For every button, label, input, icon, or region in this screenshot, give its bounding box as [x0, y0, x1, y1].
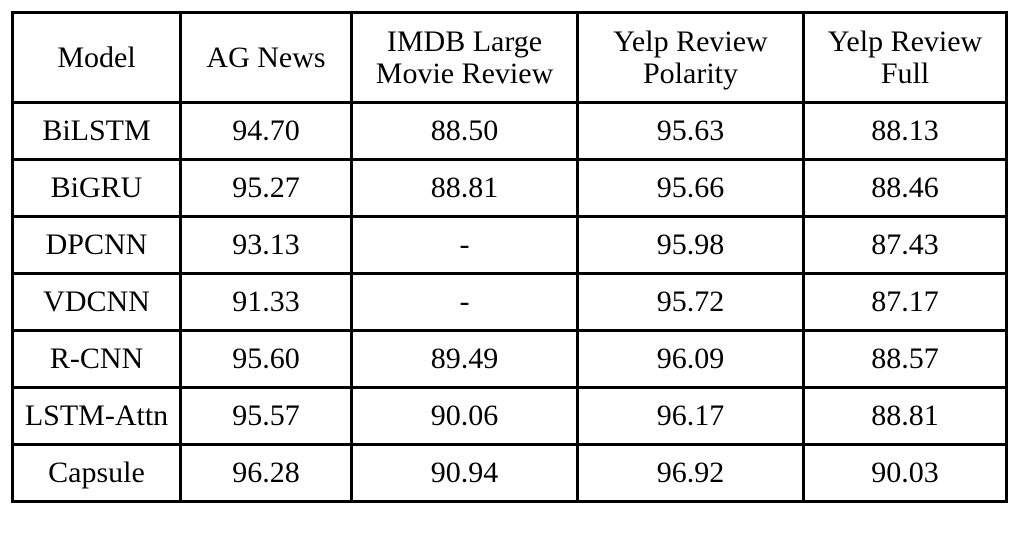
table-row: DPCNN 93.13 - 95.98 87.43: [11, 215, 1008, 275]
header-yelp-polarity-line2: Polarity: [643, 56, 738, 90]
cell-yelp-full: 87.43: [802, 215, 1008, 275]
cell-model: VDCNN: [11, 272, 182, 332]
cell-ag-news: 95.60: [179, 329, 353, 389]
cell-model: LSTM-Attn: [11, 386, 182, 446]
header-ag-news: AG News: [179, 11, 353, 104]
header-yelp-full-line2: Full: [880, 56, 930, 90]
cell-imdb: -: [350, 272, 579, 332]
cell-yelp-full: 87.17: [802, 272, 1008, 332]
table-row: R-CNN 95.60 89.49 96.09 88.57: [11, 329, 1008, 389]
cell-ag-news: 91.33: [179, 272, 353, 332]
cell-ag-news: 95.27: [179, 158, 353, 218]
cell-yelp-polarity: 95.63: [576, 101, 805, 161]
table-row: VDCNN 91.33 - 95.72 87.17: [11, 272, 1008, 332]
cell-ag-news: 94.70: [179, 101, 353, 161]
table-row: Capsule 96.28 90.94 96.92 90.03: [11, 443, 1008, 503]
results-table: Model AG News IMDB Large Movie Review Ye…: [11, 11, 1008, 503]
cell-imdb: 89.49: [350, 329, 579, 389]
cell-imdb: -: [350, 215, 579, 275]
cell-model: Capsule: [11, 443, 182, 503]
cell-ag-news: 95.57: [179, 386, 353, 446]
cell-model: R-CNN: [11, 329, 182, 389]
cell-yelp-full: 90.03: [802, 443, 1008, 503]
header-imdb-line1: IMDB Large: [386, 24, 543, 58]
table-row: BiGRU 95.27 88.81 95.66 88.46: [11, 158, 1008, 218]
header-yelp-polarity-line1: Yelp Review: [613, 24, 768, 58]
header-yelp-full-line1: Yelp Review: [827, 24, 983, 58]
cell-imdb: 88.81: [350, 158, 579, 218]
table-row: LSTM-Attn 95.57 90.06 96.17 88.81: [11, 386, 1008, 446]
cell-yelp-polarity: 95.66: [576, 158, 805, 218]
cell-imdb: 90.94: [350, 443, 579, 503]
cell-yelp-polarity: 96.17: [576, 386, 805, 446]
header-row: Model AG News IMDB Large Movie Review Ye…: [11, 11, 1008, 104]
cell-yelp-full: 88.46: [802, 158, 1008, 218]
cell-yelp-polarity: 96.09: [576, 329, 805, 389]
cell-imdb: 90.06: [350, 386, 579, 446]
header-yelp-full: Yelp Review Full: [802, 11, 1008, 104]
cell-imdb: 88.50: [350, 101, 579, 161]
header-model: Model: [11, 11, 182, 104]
cell-yelp-full: 88.13: [802, 101, 1008, 161]
table-row: BiLSTM 94.70 88.50 95.63 88.13: [11, 101, 1008, 161]
header-imdb-line2: Movie Review: [375, 56, 554, 90]
cell-model: BiGRU: [11, 158, 182, 218]
cell-ag-news: 96.28: [179, 443, 353, 503]
cell-ag-news: 93.13: [179, 215, 353, 275]
header-ag-news-line1: AG News: [206, 40, 326, 74]
cell-yelp-polarity: 95.98: [576, 215, 805, 275]
cell-yelp-full: 88.81: [802, 386, 1008, 446]
cell-yelp-polarity: 96.92: [576, 443, 805, 503]
header-model-line1: Model: [57, 40, 136, 74]
header-imdb: IMDB Large Movie Review: [350, 11, 579, 104]
cell-model: BiLSTM: [11, 101, 182, 161]
cell-yelp-polarity: 95.72: [576, 272, 805, 332]
cell-yelp-full: 88.57: [802, 329, 1008, 389]
header-yelp-polarity: Yelp Review Polarity: [576, 11, 805, 104]
cell-model: DPCNN: [11, 215, 182, 275]
